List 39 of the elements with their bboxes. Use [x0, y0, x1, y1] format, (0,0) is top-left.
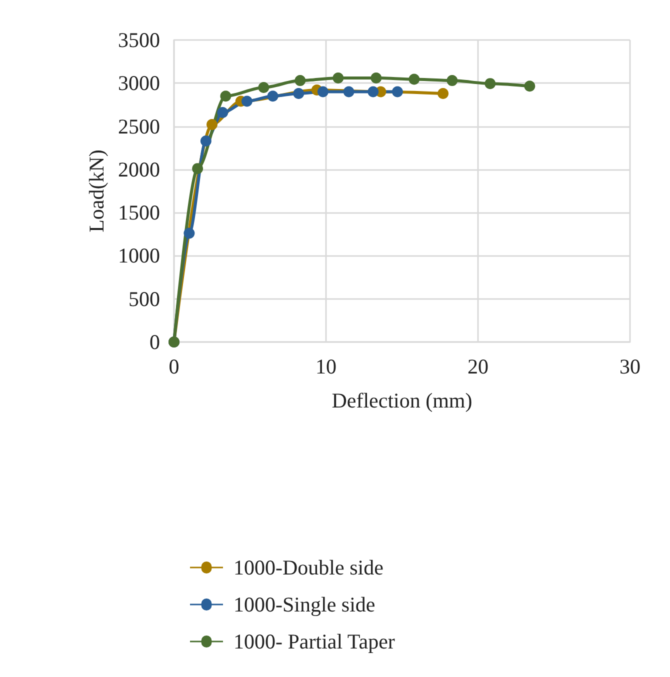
point: [258, 82, 270, 93]
point: [343, 86, 354, 98]
x-tick-label: 20: [468, 354, 488, 378]
point: [267, 90, 278, 102]
x-tick-label: 0: [168, 354, 180, 378]
point: [184, 228, 195, 239]
y-tick-label: 500: [128, 286, 160, 311]
point: [484, 78, 496, 90]
point: [368, 86, 379, 98]
point: [524, 80, 536, 92]
point: [332, 72, 344, 84]
y-axis-title: Load(kN): [84, 150, 109, 232]
y-tick-label: 1500: [118, 200, 160, 225]
point: [206, 119, 218, 130]
point: [408, 74, 420, 85]
legend-label: 1000-Single side: [234, 592, 376, 616]
y-tick-label: 2000: [118, 157, 160, 182]
point: [192, 163, 204, 174]
point: [317, 86, 328, 98]
point: [446, 75, 458, 86]
point: [392, 86, 403, 98]
point: [200, 135, 212, 146]
point: [438, 88, 449, 99]
legend-label: 1000- Partial Taper: [234, 630, 395, 654]
legend-label: 1000-Double side: [234, 556, 384, 580]
point: [370, 72, 382, 84]
point: [294, 75, 306, 86]
y-tick-label: 1000: [118, 244, 160, 268]
point: [241, 96, 252, 107]
x-axis-title: Deflection (mm): [332, 388, 472, 412]
y-tick-label: 2500: [118, 114, 160, 138]
x-tick-label: 30: [620, 354, 640, 378]
point: [217, 106, 228, 118]
y-tick-label: 0: [150, 330, 160, 354]
point: [293, 88, 304, 99]
y-tick-label: 3000: [118, 71, 160, 96]
x-tick-label: 10: [316, 354, 336, 378]
point: [220, 90, 232, 102]
y-tick-label: 3500: [118, 28, 160, 52]
